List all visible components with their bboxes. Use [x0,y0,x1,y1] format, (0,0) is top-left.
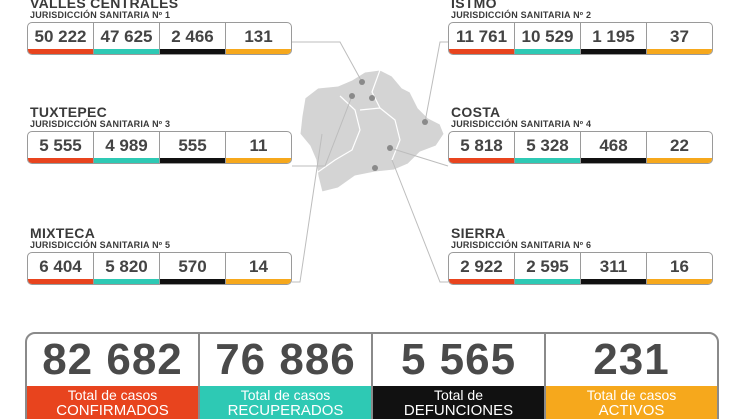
color-bar [449,158,514,163]
color-bar [28,49,93,54]
region-value: 22 [647,132,712,163]
region-box: 5 818 5 328 468 22 [448,131,713,164]
total-label-line: Total de [433,387,484,403]
region-value: 2 922 [449,253,515,284]
total-label-line: Total de casos [67,387,158,403]
color-bar [449,49,514,54]
region-value: 10 529 [515,23,581,54]
color-bar [515,49,580,54]
color-bar [28,279,93,284]
region-box: 11 761 10 529 1 195 37 [448,22,713,55]
total-cell: 82 682 Total de casos CONFIRMADOS [27,334,200,419]
color-bar [160,49,225,54]
region-value: 2 466 [160,23,226,54]
color-bar [226,158,291,163]
color-bar [160,158,225,163]
total-number: 76 886 [215,335,356,384]
region-name: MIXTECA [30,225,96,241]
total-label-line: RECUPERADOS [227,402,344,419]
region-box: 6 404 5 820 570 14 [27,252,292,285]
color-bar [581,158,646,163]
region-value: 4 989 [94,132,160,163]
total-label-line: Total de casos [586,387,677,403]
region-value: 6 404 [28,253,94,284]
color-bar [515,279,580,284]
region-value: 50 222 [28,23,94,54]
color-bar [226,49,291,54]
region-jurisdiction: JURISDICCIÓN SANITARIA Nº 6 [451,240,592,250]
region-box: 2 922 2 595 311 16 [448,252,713,285]
region-name: TUXTEPEC [30,104,108,120]
region-value: 11 761 [449,23,515,54]
region-value: 131 [226,23,291,54]
total-cell: 5 565 Total de DEFUNCIONES [373,334,546,419]
total-label-line: Total de casos [240,387,331,403]
color-bar [647,279,712,284]
region-name: COSTA [451,104,501,120]
region-value: 1 195 [581,23,647,54]
region-jurisdiction: JURISDICCIÓN SANITARIA Nº 4 [451,119,592,129]
totals-box: 82 682 Total de casos CONFIRMADOS 76 886 Tot… [25,332,719,419]
color-bar [94,279,159,284]
color-bar [449,279,514,284]
total-label-line: CONFIRMADOS [56,402,169,419]
color-bar [160,279,225,284]
leader-lines [292,41,449,283]
region-jurisdiction: JURISDICCIÓN SANITARIA Nº 5 [30,240,171,250]
total-label-line: DEFUNCIONES [403,402,514,419]
region-value: 570 [160,253,226,284]
region-name: ISTMO [451,0,497,11]
total-number: 82 682 [42,335,183,384]
total-cell: 231 Total de casos ACTIVOS [546,334,717,419]
map-points [349,79,428,171]
region-jurisdiction: JURISDICCIÓN SANITARIA Nº 3 [30,119,171,129]
color-bar [94,49,159,54]
color-bar [647,158,712,163]
region-value: 11 [226,132,291,163]
color-bar [581,279,646,284]
region-value: 37 [647,23,712,54]
region-value: 311 [581,253,647,284]
total-cell: 76 886 Total de casos RECUPERADOS [200,334,373,419]
state-map [299,69,445,193]
total-number: 231 [593,335,670,384]
color-bar [581,49,646,54]
region-jurisdiction: JURISDICCIÓN SANITARIA Nº 1 [30,10,171,20]
region-jurisdiction: JURISDICCIÓN SANITARIA Nº 2 [451,10,592,20]
region-value: 47 625 [94,23,160,54]
color-bar [94,158,159,163]
region-value: 468 [581,132,647,163]
region-value: 5 818 [449,132,515,163]
region-box: 5 555 4 989 555 11 [27,131,292,164]
region-value: 5 328 [515,132,581,163]
region-value: 5 820 [94,253,160,284]
region-name: VALLES CENTRALES [30,0,179,11]
region-name: SIERRA [451,225,506,241]
region-value: 555 [160,132,226,163]
region-value: 16 [647,253,712,284]
total-label: Total de casos ACTIVOS [546,386,717,419]
total-label-line: ACTIVOS [598,402,665,419]
region-box: 50 222 47 625 2 466 131 [27,22,292,55]
total-label: Total de casos CONFIRMADOS [27,386,198,419]
color-bar [515,158,580,163]
color-bar [647,49,712,54]
total-number: 5 565 [400,335,517,384]
total-label: Total de DEFUNCIONES [373,386,544,419]
total-label: Total de casos RECUPERADOS [200,386,371,419]
region-value: 2 595 [515,253,581,284]
region-value: 5 555 [28,132,94,163]
color-bar [28,158,93,163]
color-bar [226,279,291,284]
region-value: 14 [226,253,291,284]
